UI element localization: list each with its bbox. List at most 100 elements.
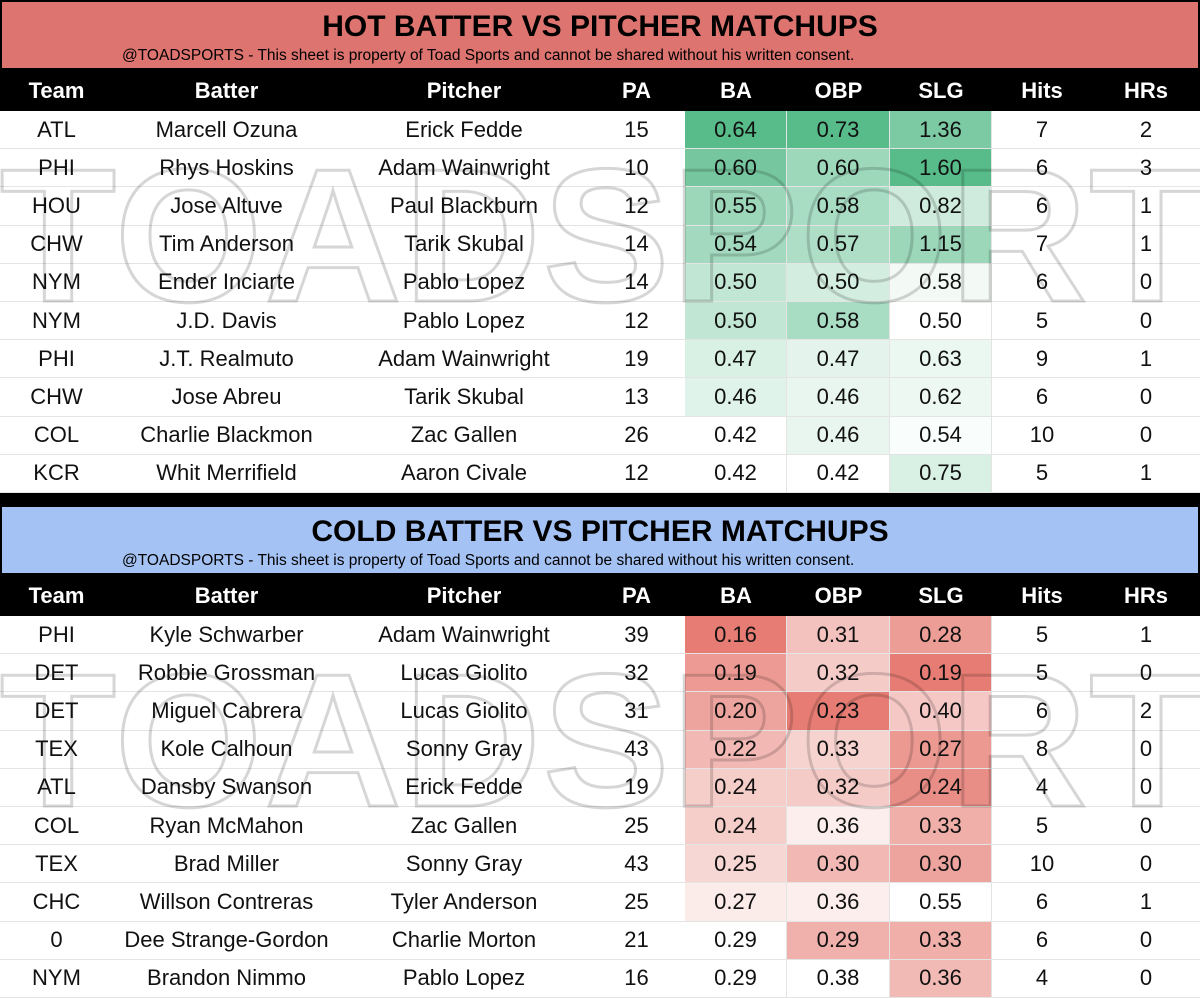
table-cell: 0.24 — [890, 768, 992, 807]
table-cell: 0.28 — [890, 616, 992, 655]
table-cell: DET — [0, 654, 113, 693]
column-header: BA — [720, 583, 752, 608]
table-cell: 2 — [1092, 692, 1200, 731]
table-cell: 6 — [992, 263, 1092, 302]
table-cell: 12 — [588, 454, 685, 493]
table-cell: ATL — [0, 111, 113, 150]
table-cell: Jose Abreu — [113, 378, 340, 417]
column-header: BA — [720, 78, 752, 103]
table-cell: 13 — [588, 378, 685, 417]
table-cell: Sonny Gray — [340, 845, 588, 884]
table-cell: 1 — [1092, 883, 1200, 922]
column-header: Pitcher — [426, 583, 502, 608]
table-cell: 0.54 — [890, 416, 992, 455]
table-cell: 0.50 — [890, 302, 992, 341]
table-cell: TEX — [0, 730, 113, 769]
table-cell: 0 — [1092, 845, 1200, 884]
column-header: Hits — [1021, 583, 1063, 608]
table-cell: 0 — [1092, 768, 1200, 807]
table-cell: CHW — [0, 225, 113, 264]
column-header: OBP — [814, 78, 863, 103]
table-cell: Ryan McMahon — [113, 807, 340, 846]
table-cell: 0.19 — [685, 654, 787, 693]
table-cell: 5 — [992, 302, 1092, 341]
column-header: Pitcher — [426, 78, 502, 103]
table-cell: PHI — [0, 340, 113, 379]
table-cell: 1.15 — [890, 225, 992, 264]
table-cell: KCR — [0, 454, 113, 493]
table-cell: Dansby Swanson — [113, 768, 340, 807]
table-cell: 0.24 — [685, 807, 787, 846]
table-cell: Paul Blackburn — [340, 187, 588, 226]
table-cell: 6 — [992, 921, 1092, 960]
table-cell: 0.46 — [685, 378, 787, 417]
table-cell: 19 — [588, 768, 685, 807]
table-cell: 0 — [1092, 302, 1200, 341]
table-cell: 4 — [992, 768, 1092, 807]
table-cell: Kyle Schwarber — [113, 616, 340, 655]
table-cell: 6 — [992, 692, 1092, 731]
table-cell: NYM — [0, 263, 113, 302]
table-cell: 6 — [992, 883, 1092, 922]
table-cell: Lucas Giolito — [340, 654, 588, 693]
table-cell: 10 — [588, 149, 685, 188]
table-cell: Brad Miller — [113, 845, 340, 884]
table-cell: COL — [0, 807, 113, 846]
table-cell: 0.63 — [890, 340, 992, 379]
table-cell: 1 — [1092, 340, 1200, 379]
table-cell: Charlie Morton — [340, 921, 588, 960]
table-cell: 0.58 — [787, 302, 890, 341]
table-cell: PHI — [0, 616, 113, 655]
table-cell: 26 — [588, 416, 685, 455]
table-cell: 0.29 — [685, 921, 787, 960]
table-cell: 5 — [992, 454, 1092, 493]
table-cell: 3 — [1092, 149, 1200, 188]
section-subtitle: @TOADSPORTS - This sheet is property of … — [122, 47, 855, 64]
table-cell: COL — [0, 416, 113, 455]
table-cell: 1.60 — [890, 149, 992, 188]
table-cell: 25 — [588, 883, 685, 922]
column-header: Hits — [1021, 78, 1063, 103]
table-cell: 0.29 — [787, 921, 890, 960]
table-cell: 2 — [1092, 111, 1200, 150]
table-cell: 0.55 — [890, 883, 992, 922]
table-cell: Brandon Nimmo — [113, 959, 340, 998]
table-cell: PHI — [0, 149, 113, 188]
table-cell: J.T. Realmuto — [113, 340, 340, 379]
table-cell: 0.33 — [787, 730, 890, 769]
table-cell: 0.58 — [787, 187, 890, 226]
table-cell: 0.33 — [890, 807, 992, 846]
section-title: COLD BATTER VS PITCHER MATCHUPS — [311, 515, 889, 548]
table-cell: Zac Gallen — [340, 416, 588, 455]
table-cell: 0.46 — [787, 416, 890, 455]
section-subtitle: @TOADSPORTS - This sheet is property of … — [122, 552, 855, 569]
table-cell: 0 — [1092, 416, 1200, 455]
table-cell: 15 — [588, 111, 685, 150]
table-cell: 0.23 — [787, 692, 890, 731]
table-cell: 8 — [992, 730, 1092, 769]
table-cell: 0.38 — [787, 959, 890, 998]
table-cell: Pablo Lopez — [340, 959, 588, 998]
table-cell: 0.42 — [787, 454, 890, 493]
table-cell: 1 — [1092, 616, 1200, 655]
table-cell: Whit Merrifield — [113, 454, 340, 493]
table-cell: 0.64 — [685, 111, 787, 150]
table-cell: 0.16 — [685, 616, 787, 655]
table-cell: 0.57 — [787, 225, 890, 264]
table-cell: 0.54 — [685, 225, 787, 264]
table-cell: Pablo Lopez — [340, 302, 588, 341]
table-cell: 0.55 — [685, 187, 787, 226]
table-cell: 12 — [588, 302, 685, 341]
table-cell: 6 — [992, 187, 1092, 226]
table-cell: 0.82 — [890, 187, 992, 226]
table-cell: NYM — [0, 959, 113, 998]
column-header: PA — [622, 583, 651, 608]
table-cell: 7 — [992, 111, 1092, 150]
table-cell: 0.58 — [890, 263, 992, 302]
table-cell: 1 — [1092, 187, 1200, 226]
table-cell: 19 — [588, 340, 685, 379]
table-cell: Robbie Grossman — [113, 654, 340, 693]
column-header: PA — [622, 78, 651, 103]
table-cell: 43 — [588, 730, 685, 769]
table-cell: 16 — [588, 959, 685, 998]
